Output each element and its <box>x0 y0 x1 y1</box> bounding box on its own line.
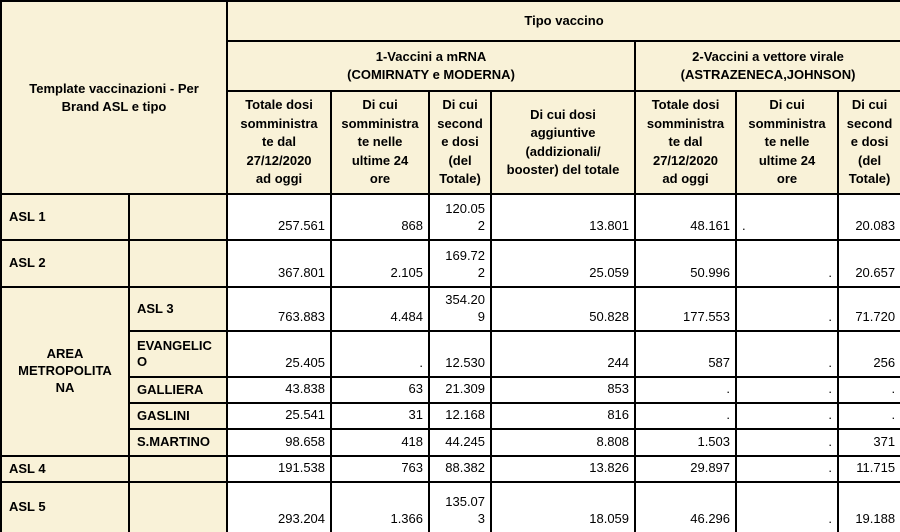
value-cell: 868 <box>330 193 431 241</box>
column-header-seconde-dosi-mrna: Di cui second e dosi (del Totale) <box>428 90 493 195</box>
value-cell: 31 <box>330 402 431 430</box>
value-cell: . <box>634 376 738 404</box>
value-cell: . <box>735 330 840 378</box>
table-row: S.MARTINO 98.658 418 44.245 8.808 1.503 … <box>1 428 900 457</box>
value-cell: 354.20 9 <box>428 286 493 332</box>
value-cell: 169.72 2 <box>428 239 493 288</box>
value-cell: 12.168 <box>428 402 493 430</box>
value-cell: 177.553 <box>634 286 738 332</box>
value-cell: . <box>837 376 900 404</box>
value-cell: 816 <box>490 402 637 430</box>
value-cell: 98.658 <box>226 428 333 457</box>
value-cell: . <box>837 402 900 430</box>
value-cell: 587 <box>634 330 738 378</box>
value-cell: 29.897 <box>634 455 738 483</box>
value-cell: 256 <box>837 330 900 378</box>
value-cell: . <box>735 376 840 404</box>
table-row: ASL 4 191.538 763 88.382 13.826 29.897 .… <box>0 455 900 483</box>
value-cell: 50.996 <box>634 239 738 288</box>
value-cell: 18.059 <box>490 481 637 532</box>
value-cell: 88.382 <box>428 455 493 483</box>
table-row: ASL 1 257.561 868 120.05 2 13.801 48.161… <box>0 193 900 241</box>
value-cell: 21.309 <box>428 376 493 404</box>
value-cell: 8.808 <box>490 428 637 457</box>
value-cell: 71.720 <box>837 286 900 332</box>
column-header-dosi-aggiuntive: Di cui dosi aggiuntive (addizionali/ boo… <box>490 90 637 195</box>
value-cell: . <box>735 428 840 457</box>
value-cell: 135.07 3 <box>428 481 493 532</box>
value-cell: 2.105 <box>330 239 431 288</box>
value-cell: 44.245 <box>428 428 493 457</box>
table-row: GALLIERA 43.838 63 21.309 853 . . . <box>1 376 900 404</box>
value-cell: . <box>735 481 840 532</box>
value-cell: 13.801 <box>490 193 637 241</box>
value-cell: 293.204 <box>226 481 333 532</box>
row-sublabel-gaslini: GASLINI <box>127 402 229 430</box>
value-cell: . <box>735 193 840 241</box>
column-header-ultime-24-mrna: Di cui somministra te nelle ultime 24 or… <box>330 90 431 195</box>
value-cell: 120.05 2 <box>428 193 493 241</box>
value-cell: 11.715 <box>837 455 900 483</box>
value-cell: 48.161 <box>634 193 738 241</box>
row-sublabel-asl3: ASL 3 <box>127 286 229 332</box>
column-header-ultime-24-virale: Di cui somministra te nelle ultime 24 or… <box>735 90 840 195</box>
row-sublabel-galliera: GALLIERA <box>127 376 229 404</box>
value-cell: 371 <box>837 428 900 457</box>
table-row: GASLINI 25.541 31 12.168 816 . . . <box>1 402 900 430</box>
table-row: EVANGELIC O 25.405 . 12.530 244 587 . 25… <box>1 330 900 378</box>
row-label-area-metropolitana: AREA METROPOLITA NA <box>0 286 130 457</box>
value-cell: 244 <box>490 330 637 378</box>
column-header-seconde-dosi-virale: Di cui second e dosi (del Totale) <box>837 90 900 195</box>
value-cell: 19.188 <box>837 481 900 532</box>
row-label-asl1: ASL 1 <box>0 193 130 241</box>
value-cell: 43.838 <box>226 376 333 404</box>
value-cell: 63 <box>330 376 431 404</box>
value-cell: 367.801 <box>226 239 333 288</box>
value-cell: 12.530 <box>428 330 493 378</box>
group-header-vettore-virale: 2-Vaccini a vettore virale (ASTRAZENECA,… <box>634 40 900 92</box>
value-cell: 20.657 <box>837 239 900 288</box>
value-cell: 46.296 <box>634 481 738 532</box>
group-header-mrna: 1-Vaccini a mRNA (COMIRNATY e MODERNA) <box>226 40 637 92</box>
value-cell: . <box>735 455 840 483</box>
column-header-totale-dosi-virale: Totale dosi somministra te dal 27/12/202… <box>634 90 738 195</box>
value-cell: . <box>735 286 840 332</box>
row-label-asl2: ASL 2 <box>0 239 130 288</box>
value-cell: 25.405 <box>226 330 333 378</box>
value-cell: 1.503 <box>634 428 738 457</box>
value-cell: 50.828 <box>490 286 637 332</box>
value-cell: . <box>735 239 840 288</box>
row-sublabel-empty <box>127 239 229 288</box>
table-row: ASL 2 367.801 2.105 169.72 2 25.059 50.9… <box>0 239 900 288</box>
value-cell: 20.083 <box>837 193 900 241</box>
value-cell: 853 <box>490 376 637 404</box>
table-row: AREA METROPOLITA NA ASL 3 763.883 4.484 … <box>0 286 900 457</box>
value-cell: 1.366 <box>330 481 431 532</box>
value-cell: . <box>735 402 840 430</box>
value-cell: 4.484 <box>330 286 431 332</box>
row-label-asl5: ASL 5 <box>0 481 130 532</box>
row-label-asl4: ASL 4 <box>0 455 130 483</box>
value-cell: 25.541 <box>226 402 333 430</box>
row-sublabel-empty <box>127 193 229 241</box>
tipo-vaccino-header: Tipo vaccino <box>226 0 900 42</box>
column-header-totale-dosi-mrna: Totale dosi somministra te dal 27/12/202… <box>226 90 333 195</box>
corner-title: Template vaccinazioni - Per Brand ASL e … <box>0 0 229 195</box>
value-cell: 13.826 <box>490 455 637 483</box>
row-sublabel-empty <box>127 481 229 532</box>
row-sublabel-empty <box>127 455 229 483</box>
row-sublabel-evangelico: EVANGELIC O <box>127 330 229 378</box>
value-cell: 25.059 <box>490 239 637 288</box>
value-cell: 763.883 <box>226 286 333 332</box>
value-cell: 418 <box>330 428 431 457</box>
row-sublabel-smartino: S.MARTINO <box>127 428 229 457</box>
value-cell: . <box>634 402 738 430</box>
value-cell: 257.561 <box>226 193 333 241</box>
value-cell: 191.538 <box>226 455 333 483</box>
value-cell: . <box>330 330 431 378</box>
value-cell: 763 <box>330 455 431 483</box>
table-row: ASL 5 293.204 1.366 135.07 3 18.059 46.2… <box>0 481 900 532</box>
